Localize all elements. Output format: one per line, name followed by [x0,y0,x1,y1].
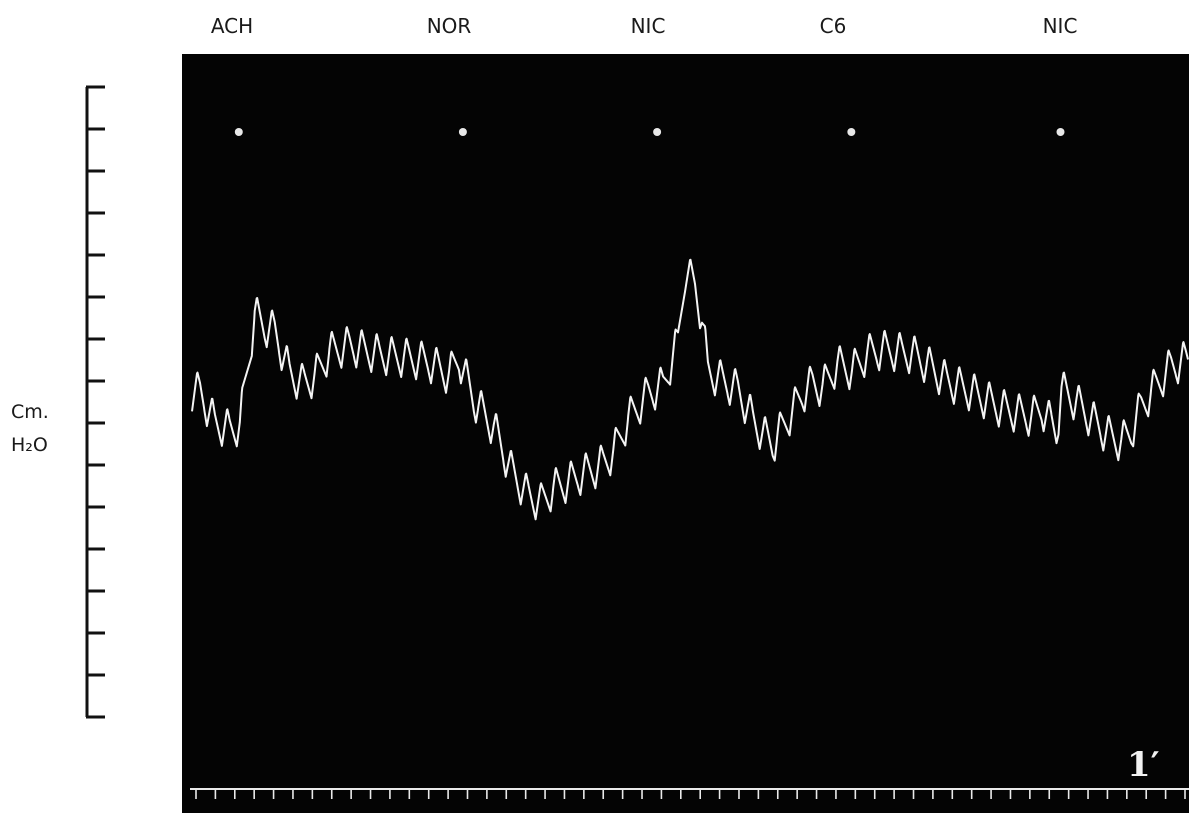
drug-label-c6: C6 [820,14,847,38]
drug-label-nic-1: NIC [631,14,666,38]
time-scale [190,788,1189,799]
time-scale-label: 1′ [1127,745,1160,785]
pressure-trace [191,258,1189,521]
drug-label-ach: ACH [211,14,253,38]
pressure-scale [85,85,105,719]
drug-label-nor: NOR [427,14,472,38]
injection-markers [234,128,1065,136]
drug-label-nic-2: NIC [1043,14,1078,38]
recording-panel [182,54,1189,813]
injection-marker-dot [847,128,856,136]
injection-marker-dot [653,128,662,136]
drug-labels: ACH NOR NIC C6 NIC [211,14,1078,38]
injection-marker-dot [458,128,467,136]
injection-marker-dot [1056,128,1065,136]
y-axis-unit-label-h2o: H₂O [11,434,48,456]
y-axis-unit-label-cm: Cm. [11,401,49,423]
injection-marker-dot [234,128,243,136]
